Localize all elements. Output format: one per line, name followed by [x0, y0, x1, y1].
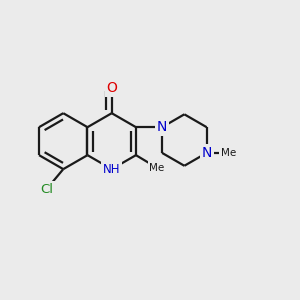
Text: Me: Me: [221, 148, 236, 158]
Text: N: N: [202, 146, 212, 160]
Text: NH: NH: [103, 163, 121, 176]
Text: N: N: [157, 120, 167, 134]
Text: O: O: [106, 81, 117, 95]
Text: Cl: Cl: [40, 183, 53, 196]
Text: Me: Me: [149, 163, 165, 173]
